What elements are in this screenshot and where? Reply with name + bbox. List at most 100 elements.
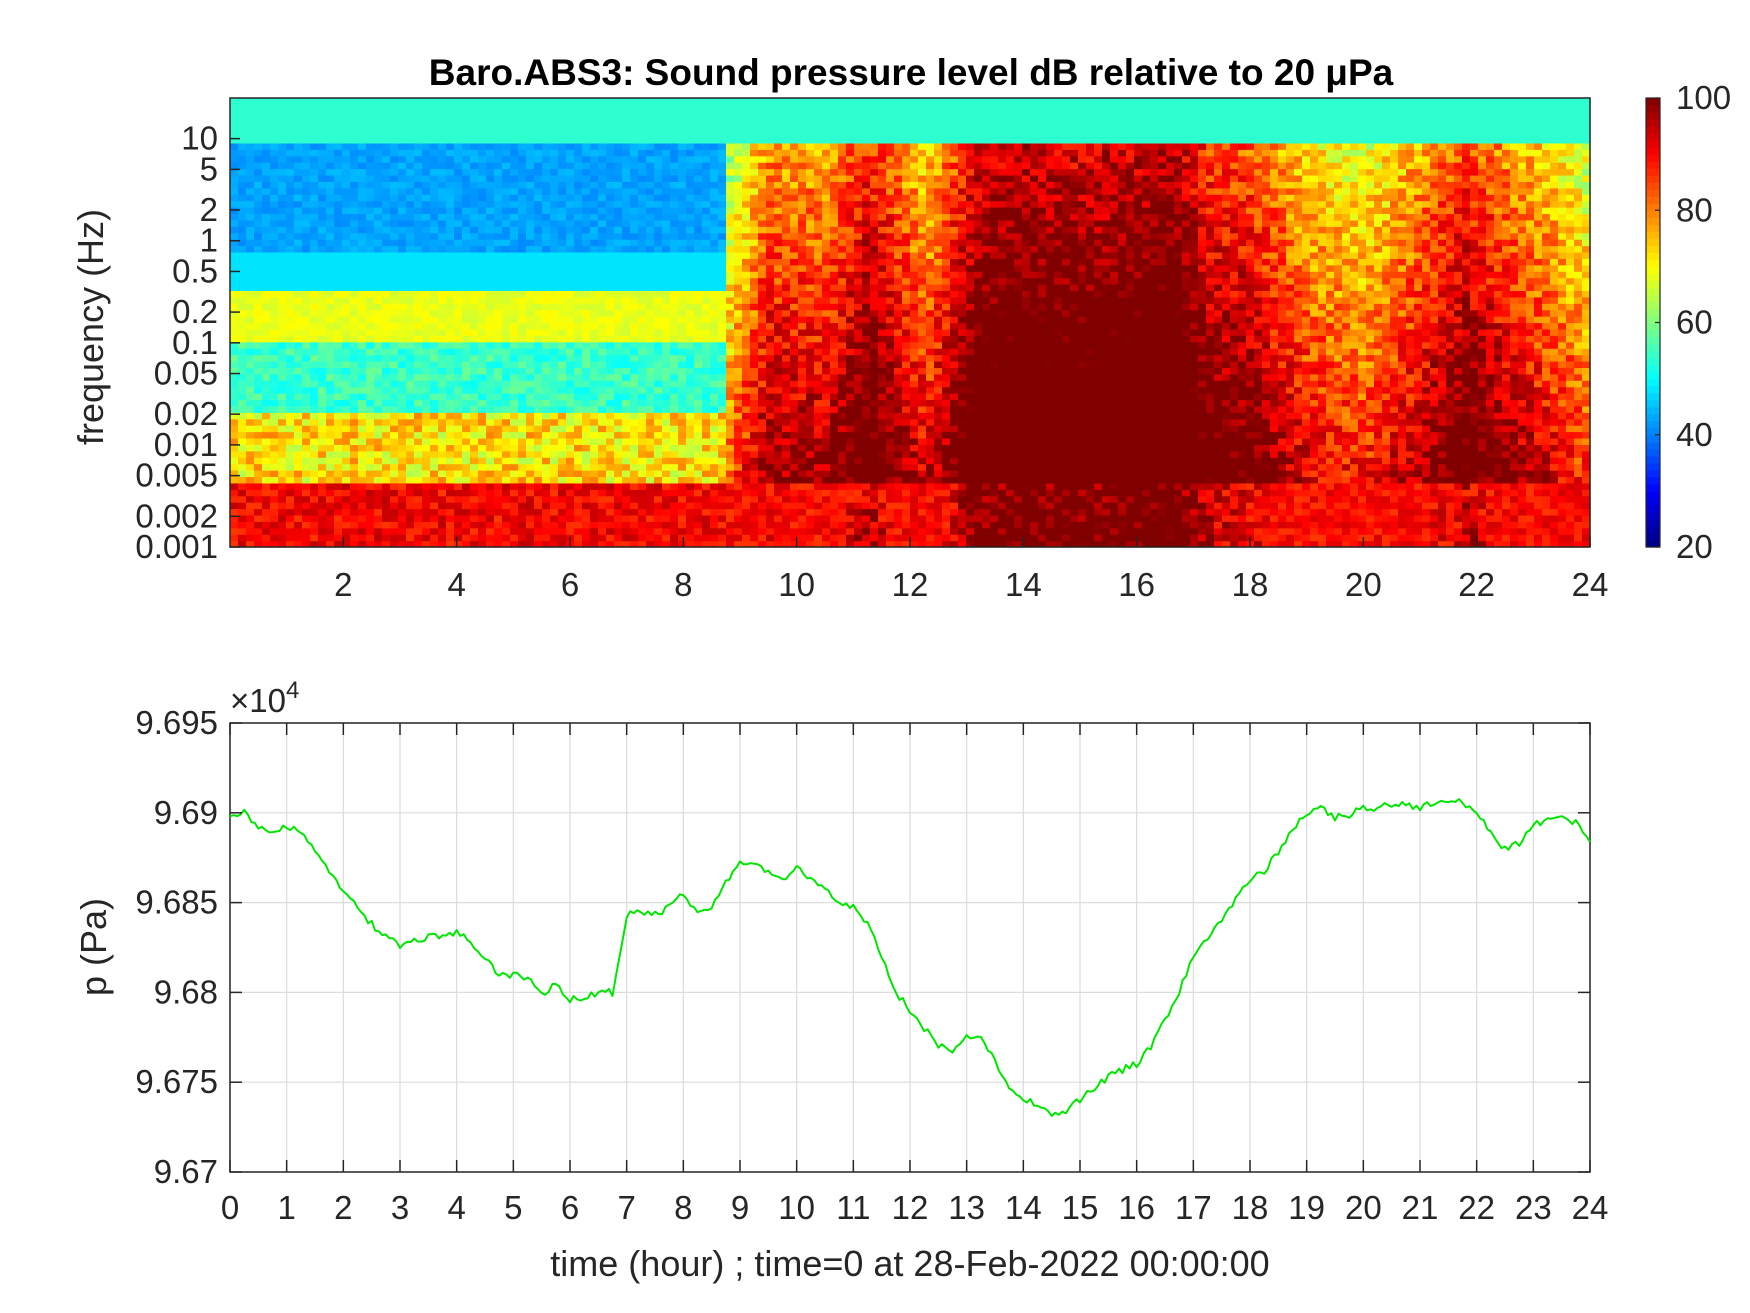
spectrogram-cell [678, 463, 687, 471]
spectrogram-cell [670, 207, 679, 215]
spectrogram-cell [270, 540, 279, 548]
spectrogram-cell [334, 174, 343, 182]
spectrogram-cell [606, 489, 615, 497]
spectrogram-cell [662, 322, 671, 330]
spectrogram-cell [358, 405, 367, 413]
spectrogram-cell [670, 386, 679, 394]
spectrogram-cell [422, 226, 431, 234]
spectrogram-cell [550, 130, 559, 138]
spectrogram-cell [598, 174, 607, 182]
spectrogram-cell [414, 264, 423, 272]
spectrogram-cell [270, 232, 279, 240]
spectrogram-cell [334, 341, 343, 349]
spectrogram-cell [374, 251, 383, 259]
spectrogram-cell [766, 264, 775, 272]
spectrogram-cell [574, 373, 583, 381]
spectrogram-cell [654, 322, 663, 330]
spectrogram-cell [678, 380, 687, 388]
spectrogram-cell [662, 540, 671, 548]
spectrogram-cell [694, 405, 703, 413]
spectrogram-cell [582, 98, 591, 106]
spectrogram-cell [414, 200, 423, 208]
spectrogram-cell [766, 470, 775, 478]
spectrogram-cell [694, 316, 703, 324]
spectrogram-cell [302, 431, 311, 439]
spectrogram-cell [294, 187, 303, 195]
spectrogram-cell [486, 405, 495, 413]
spectrogram-cell [550, 444, 559, 452]
spectrogram-cell [750, 386, 759, 394]
spectrogram-cell [302, 418, 311, 426]
spectrogram-cell [662, 470, 671, 478]
spectrogram-cell [582, 399, 591, 407]
spectrogram-cell [478, 162, 487, 170]
spectrogram-cell [406, 174, 415, 182]
spectrogram-cell [286, 168, 295, 176]
spectrogram-cell [694, 425, 703, 433]
spectrogram-cell [630, 418, 639, 426]
spectrogram-cell [614, 226, 623, 234]
spectrogram-cell [558, 123, 567, 131]
spectrogram-cell [486, 521, 495, 529]
spectrogram-cell [366, 502, 375, 510]
spectrogram-cell [614, 502, 623, 510]
spectrogram-cell [790, 373, 799, 381]
spectrogram-cell [390, 373, 399, 381]
spectrogram-cell [726, 303, 735, 311]
spectrogram-cell [654, 540, 663, 548]
spectrogram-cell [278, 502, 287, 510]
spectrogram-cell [526, 405, 535, 413]
spectrogram-cell [590, 200, 599, 208]
spectrogram-cell [382, 348, 391, 356]
spectrogram-cell [662, 450, 671, 458]
spectrogram-cell [478, 386, 487, 394]
spectrogram-cell [334, 130, 343, 138]
spectrogram-cell [782, 399, 791, 407]
spectrogram-cell [270, 386, 279, 394]
spectrogram-cell [390, 245, 399, 253]
spectrogram-cell [342, 258, 351, 266]
spectrogram-cell [734, 104, 743, 112]
spectrogram-cell [494, 213, 503, 221]
spectrogram-cell [542, 155, 551, 163]
spectrogram-cell [718, 187, 727, 195]
spectrogram-cell [598, 245, 607, 253]
spectrogram-cell [494, 98, 503, 106]
spectrogram-cell [534, 457, 543, 465]
spectrogram-cell [366, 463, 375, 471]
spectrogram-cell [230, 162, 239, 170]
spectrogram-cell [790, 284, 799, 292]
spectrogram-cell [510, 495, 519, 503]
spectrogram-cell [790, 386, 799, 394]
spectrogram-cell [430, 418, 439, 426]
spectrogram-cell [502, 386, 511, 394]
spectrogram-cell [782, 386, 791, 394]
spectrogram-cell [702, 328, 711, 336]
spectrogram-cell [726, 482, 735, 490]
spectrogram-cell [654, 380, 663, 388]
spectrogram-cell [678, 437, 687, 445]
spectrogram-cell [454, 284, 463, 292]
spectrogram-cell [606, 514, 615, 522]
spectrogram-cell [518, 168, 527, 176]
spectrogram-cell [294, 200, 303, 208]
spectrogram-cell [254, 412, 263, 420]
spectrogram-cell [246, 303, 255, 311]
spectrogram-cell [366, 174, 375, 182]
spectrogram-cell [774, 155, 783, 163]
spectrogram-cell [358, 527, 367, 535]
spectrogram-cell [702, 316, 711, 324]
spectrogram-cell [726, 251, 735, 259]
spectrogram-cell [606, 380, 615, 388]
spectrogram-cell [622, 142, 631, 150]
spectrogram-cell [286, 489, 295, 497]
spectrogram-cell [702, 219, 711, 227]
spectrogram-cell [558, 194, 567, 202]
spectrogram-cell [742, 168, 751, 176]
spectrogram-cell [750, 245, 759, 253]
spectrogram-cell [598, 194, 607, 202]
spectrogram-cell [414, 470, 423, 478]
spectrogram-cell [630, 527, 639, 535]
spectrogram-cell [254, 303, 263, 311]
spectrogram-cell [790, 123, 799, 131]
